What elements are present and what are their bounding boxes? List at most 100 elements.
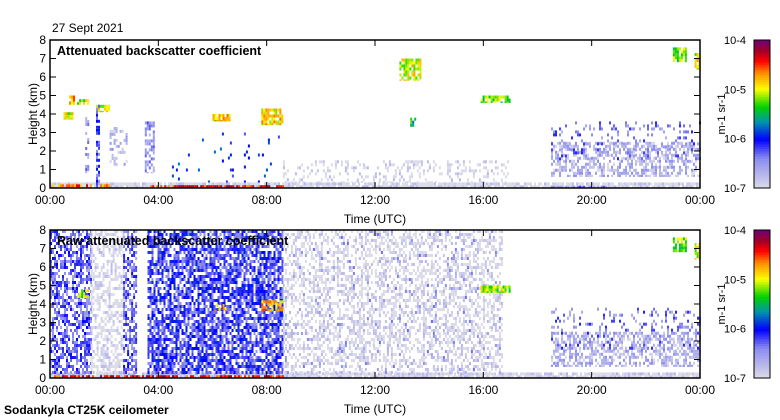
heatmap-cell [689,141,691,145]
heatmap-cell [650,182,652,186]
heatmap-cell [556,375,558,378]
heatmap-cell [665,150,667,154]
heatmap-cell [522,185,524,188]
heatmap-cell [167,326,170,329]
heatmap-cell [131,299,134,302]
heatmap-cell [199,275,202,278]
heatmap-cell [65,112,68,116]
heatmap-cell [175,260,178,263]
heatmap-cell [64,287,66,290]
heatmap-cell [131,242,134,245]
heatmap-cell [52,338,54,341]
heatmap-cell [151,263,154,266]
heatmap-cell [58,293,60,296]
colorbar-segment [754,178,770,182]
heatmap-cell [120,344,123,347]
heatmap-cell [267,138,270,142]
heatmap-cell [175,251,178,254]
heatmap-cell [697,174,699,177]
heatmap-cell [179,260,182,263]
heatmap-cell [204,182,206,186]
heatmap-cell [165,335,168,338]
heatmap-cell [412,123,415,127]
colorbar-segment [754,114,770,117]
heatmap-cell [595,162,597,166]
heatmap-cell [565,162,567,166]
heatmap-cell [424,178,427,182]
heatmap-cell [450,185,452,188]
heatmap-cell [195,233,198,236]
heatmap-cell [86,233,88,236]
heatmap-cell [177,302,180,305]
heatmap-cell [350,166,353,170]
heatmap-cell [585,124,587,128]
colorbar-segment [754,44,770,48]
heatmap-cell [185,266,188,269]
heatmap-cell [56,287,58,290]
heatmap-cell [611,153,613,157]
heatmap-cell [72,275,74,278]
heatmap-cell [655,148,657,152]
heatmap-cell [52,317,54,320]
heatmap-cell [187,239,190,242]
heatmap-cell [212,185,215,188]
heatmap-cell [100,350,103,353]
heatmap-cell [84,338,86,341]
heatmap-cell [82,251,84,254]
heatmap-cell [458,163,461,167]
heatmap-cell [189,308,192,311]
heatmap-cell [181,329,184,332]
heatmap-cell [691,150,693,154]
heatmap-cell [269,120,272,124]
heatmap-cell [330,185,332,188]
heatmap-cell [430,375,432,378]
heatmap-cell [603,150,605,154]
heatmap-cell [418,166,421,170]
heatmap-cell [52,257,54,260]
heatmap-cell [177,329,180,332]
heatmap-cell [82,362,84,365]
heatmap-cell [191,290,194,293]
heatmap-cell [674,182,676,186]
heatmap-cell [565,147,567,151]
heatmap-cell [673,168,675,172]
heatmap-cell [432,185,434,188]
heatmap-cell [163,296,166,299]
heatmap-cell [135,338,138,341]
heatmap-cell [104,302,107,305]
heatmap-cell [193,254,196,257]
heatmap-cell [161,362,164,365]
heatmap-cell [191,314,194,317]
heatmap-cell [169,239,172,242]
heatmap-cell [123,335,126,338]
heatmap-cell [609,153,611,157]
heatmap-cell [177,308,180,311]
heatmap-cell [161,350,164,353]
heatmap-cell [120,353,123,356]
heatmap-cell [263,108,266,112]
heatmap-cell [602,372,604,376]
heatmap-cell [238,185,241,188]
heatmap-cell [64,260,66,263]
heatmap-cell [195,236,198,239]
heatmap-cell [171,365,174,368]
heatmap-cell [66,341,68,344]
heatmap-cell [76,245,78,248]
heatmap-cell [189,239,192,242]
heatmap-cell [96,341,99,344]
heatmap-cell [195,341,198,344]
heatmap-cell [149,305,152,308]
heatmap-cell [60,365,62,368]
heatmap-cell [197,284,200,287]
heatmap-cell [631,153,633,157]
heatmap-cell [163,332,166,335]
heatmap-cell [234,182,236,186]
panel-title: Attenuated backscatter coefficient [57,44,262,58]
heatmap-cell [78,248,80,251]
heatmap-cell [171,236,174,239]
heatmap-cell [50,269,52,272]
heatmap-cell [366,372,368,376]
heatmap-cell [500,372,502,376]
heatmap-cell [604,182,606,186]
heatmap-cell [179,311,182,314]
